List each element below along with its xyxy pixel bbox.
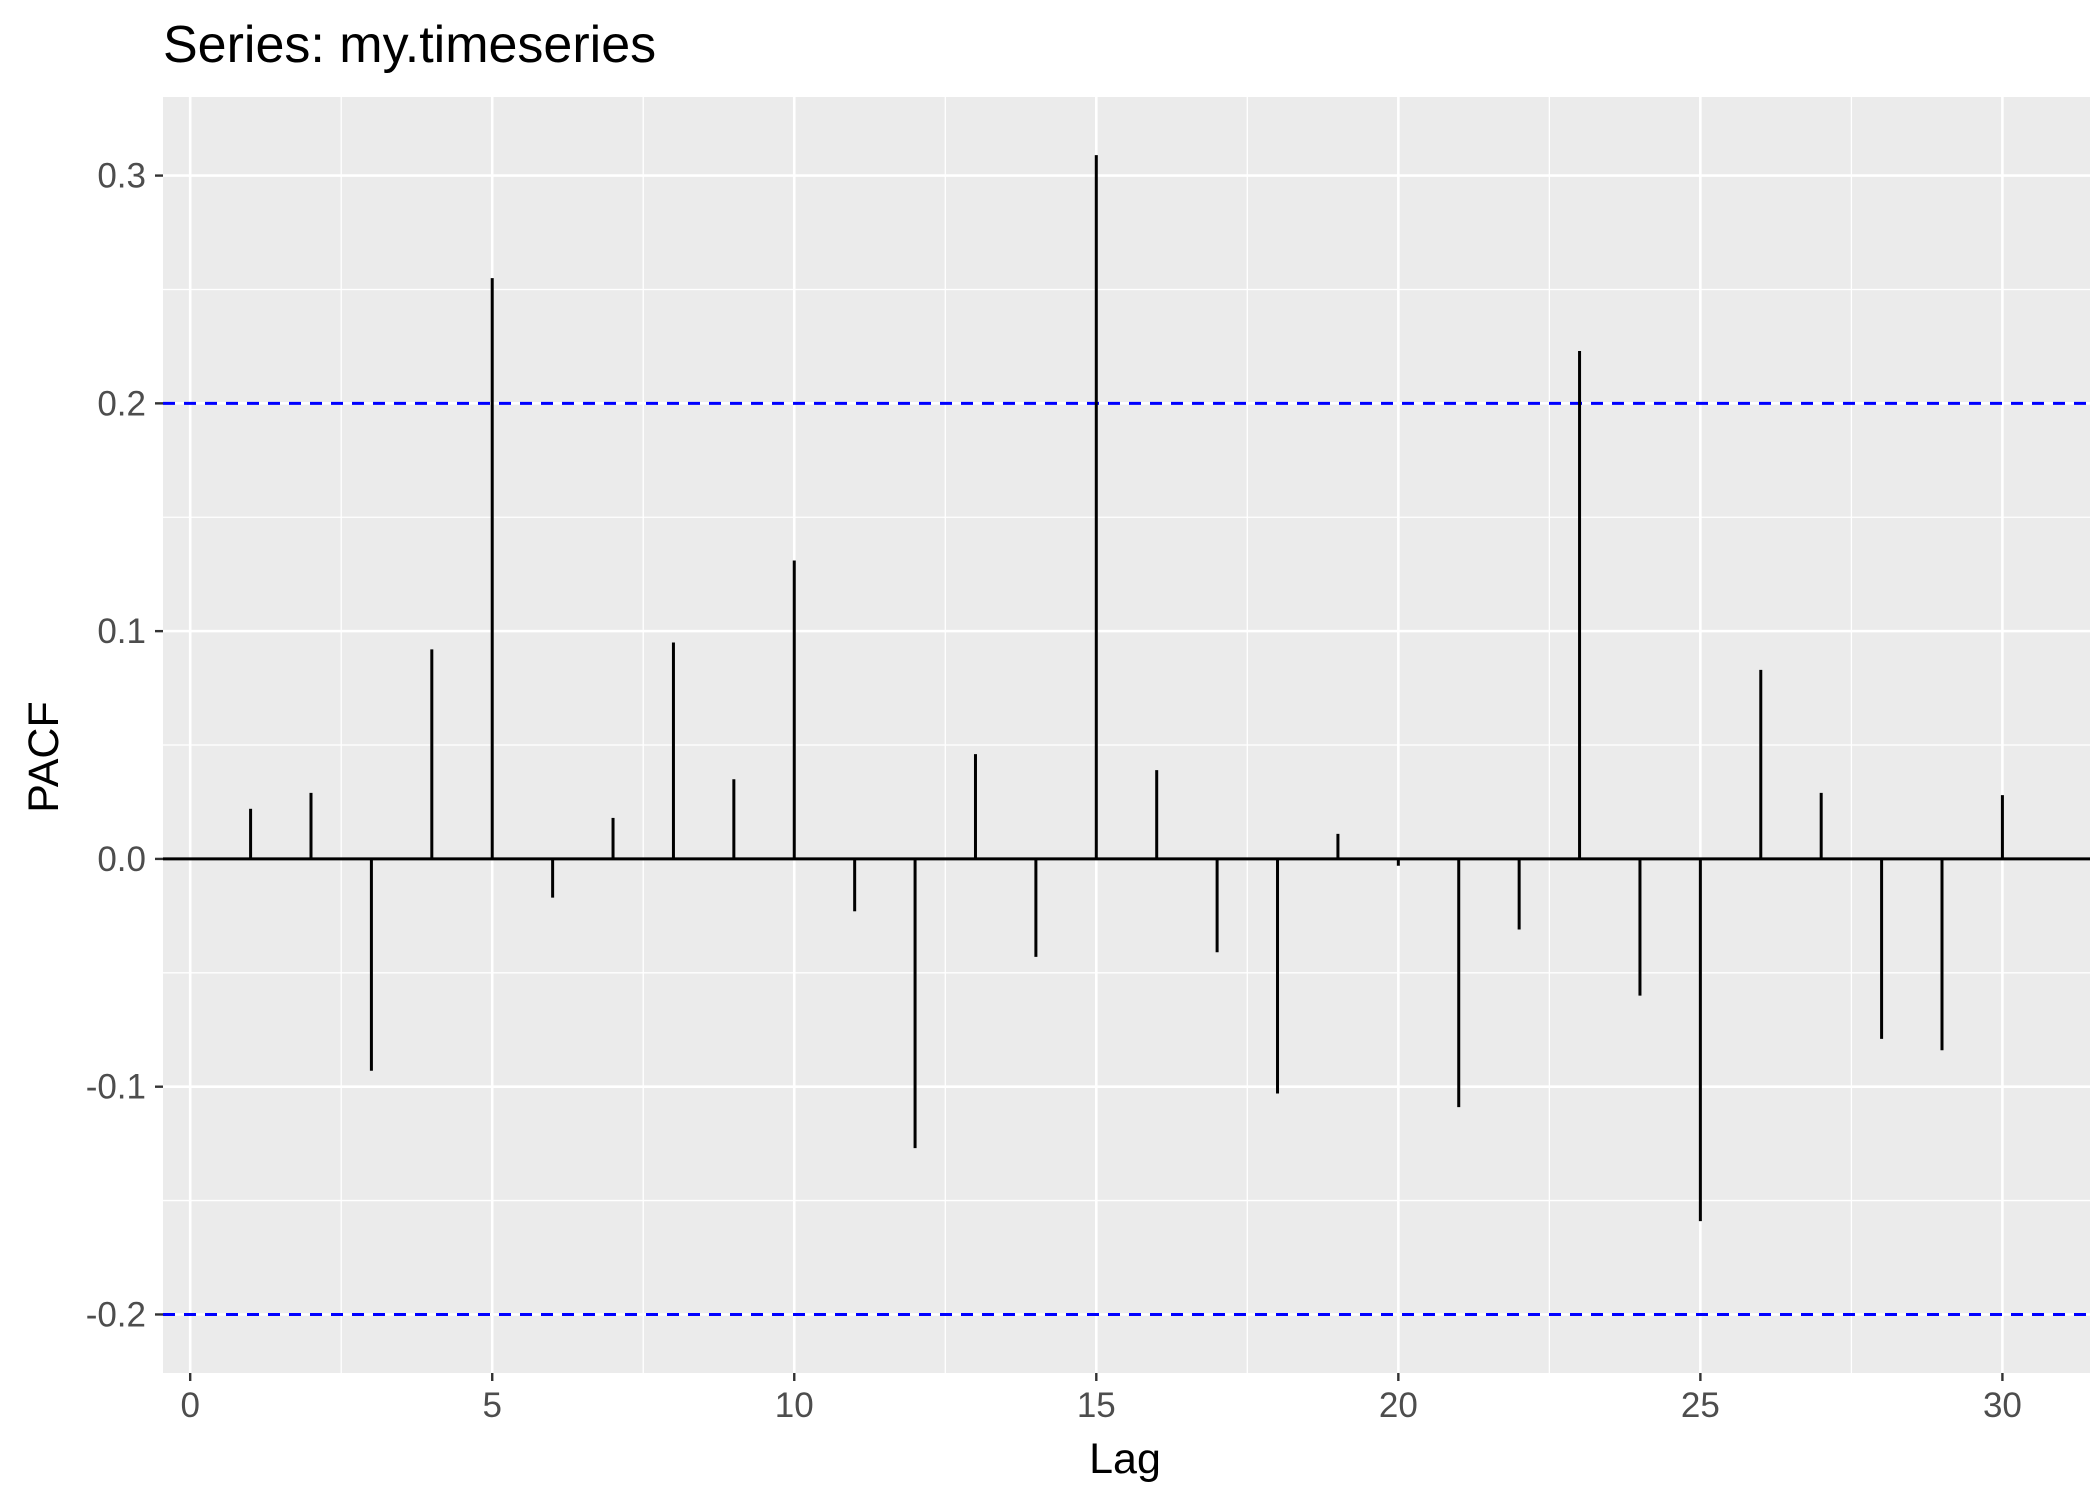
x-tick-label: 15 bbox=[1077, 1386, 1116, 1425]
y-axis-title: PACF bbox=[20, 701, 68, 813]
y-tick-label: -0.1 bbox=[86, 1068, 146, 1107]
minor-gridlines bbox=[163, 97, 2090, 1373]
x-tick-label: 10 bbox=[775, 1386, 814, 1425]
y-tick-label: 0.1 bbox=[97, 612, 146, 651]
plot-panel bbox=[163, 97, 2090, 1373]
x-tick-label: 30 bbox=[1983, 1386, 2022, 1425]
x-tick-label: 25 bbox=[1681, 1386, 1720, 1425]
y-tick-label: 0.2 bbox=[97, 384, 146, 423]
y-axis: -0.2 -0.1 0.0 0.1 0.2 0.3 bbox=[86, 157, 163, 1334]
x-tick-label: 0 bbox=[180, 1386, 199, 1425]
x-tick-label: 5 bbox=[482, 1386, 501, 1425]
x-axis: 0 5 10 15 20 25 30 bbox=[180, 1373, 2022, 1425]
x-tick-label: 20 bbox=[1379, 1386, 1418, 1425]
confidence-bounds bbox=[163, 401, 2090, 1316]
x-axis-title: Lag bbox=[1089, 1435, 1161, 1483]
chart-title: Series: my.timeseries bbox=[163, 16, 656, 74]
pacf-bars bbox=[249, 155, 2004, 1222]
y-tick-label: 0.0 bbox=[97, 840, 146, 879]
y-tick-label: -0.2 bbox=[86, 1295, 146, 1334]
y-tick-label: 0.3 bbox=[97, 157, 146, 196]
